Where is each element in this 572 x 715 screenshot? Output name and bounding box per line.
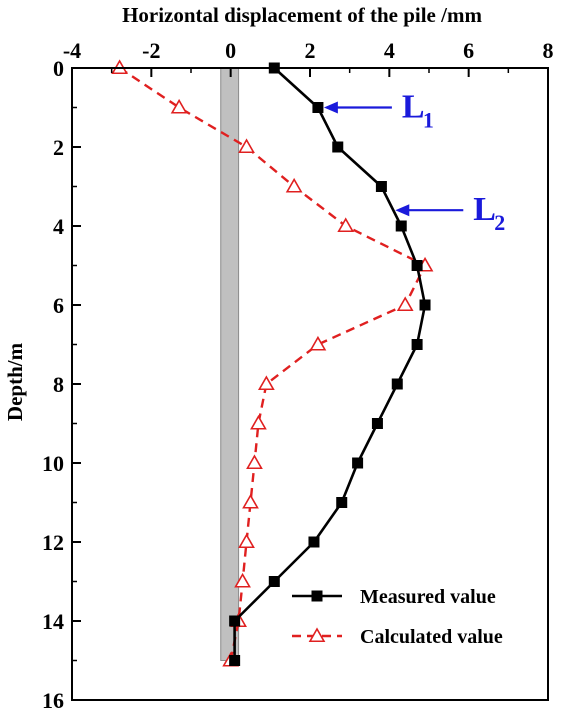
y-tick-label: 8 xyxy=(53,372,64,397)
annotation-subscript: 2 xyxy=(494,210,505,235)
series-line-calculated-value xyxy=(118,67,427,661)
legend: Measured value Calculated value xyxy=(292,586,503,648)
x-tick-label: 4 xyxy=(384,38,395,63)
legend-label-measured-value: Measured value xyxy=(360,586,496,608)
y-tick-label: 12 xyxy=(42,530,64,555)
series-line-measured-value xyxy=(233,67,427,661)
data-point-measured-value xyxy=(268,576,280,587)
data-point-measured-value xyxy=(411,260,423,271)
data-point-calculated-value xyxy=(238,533,255,549)
data-point-measured-value xyxy=(229,655,241,666)
data-point-measured-value xyxy=(419,299,431,311)
data-point-calculated-value xyxy=(242,493,259,509)
data-point-measured-value xyxy=(336,497,348,508)
data-point-calculated-value xyxy=(234,572,251,588)
data-point-calculated-value xyxy=(396,296,414,312)
y-tick-label: 14 xyxy=(42,609,64,634)
data-point-measured-value xyxy=(395,220,407,232)
legend-marker-calculated-value xyxy=(308,627,326,643)
data-point-measured-value xyxy=(308,536,320,548)
annotation-l1: L1 xyxy=(323,89,434,133)
data-point-calculated-value xyxy=(246,454,263,470)
data-point-measured-value xyxy=(371,418,383,429)
y-tick-label: 0 xyxy=(53,56,64,81)
data-point-calculated-value xyxy=(257,375,275,391)
series-measured-value xyxy=(229,62,431,666)
y-tick-label: 2 xyxy=(53,135,64,160)
data-point-measured-value xyxy=(375,181,387,192)
annotation-label: L xyxy=(473,191,496,228)
x-tick-label: 2 xyxy=(305,38,316,63)
x-tick-label: -4 xyxy=(63,38,81,63)
legend-item-calculated-value: Calculated value xyxy=(292,626,503,648)
data-point-measured-value xyxy=(411,339,423,350)
data-point-measured-value xyxy=(391,378,403,390)
legend-label-calculated-value: Calculated value xyxy=(360,626,503,648)
data-point-calculated-value xyxy=(170,98,188,114)
legend-item-measured-value: Measured value xyxy=(292,586,496,608)
annotation-subscript: 1 xyxy=(423,108,434,133)
y-tick-label: 4 xyxy=(53,214,64,239)
data-point-calculated-value xyxy=(250,414,267,430)
annotation-l2: L2 xyxy=(395,191,505,235)
x-tick-label: 6 xyxy=(463,38,474,63)
data-point-measured-value xyxy=(332,141,344,153)
data-point-measured-value xyxy=(312,102,324,113)
annotation-label: L xyxy=(402,89,425,126)
data-point-calculated-value xyxy=(285,177,303,193)
y-axis-title: Depth/m xyxy=(3,342,27,421)
x-tick-label: -2 xyxy=(142,38,160,63)
data-point-calculated-value xyxy=(337,217,355,233)
series-calculated-value xyxy=(111,59,434,667)
data-point-measured-value xyxy=(352,457,364,469)
series-layer xyxy=(111,59,434,667)
legend-marker-measured-value xyxy=(311,590,323,602)
x-tick-label: 8 xyxy=(543,38,554,63)
annotation-arrow-head xyxy=(323,101,338,114)
pile-band-layer xyxy=(220,67,240,661)
data-point-calculated-value xyxy=(309,335,327,351)
y-tick-label: 16 xyxy=(42,688,64,713)
x-tick-label: 0 xyxy=(225,38,236,63)
x-axis-title: Horizontal displacement of the pile /mm xyxy=(122,3,482,27)
data-point-measured-value xyxy=(229,615,241,627)
data-point-calculated-value xyxy=(238,138,255,154)
y-tick-label: 6 xyxy=(53,293,64,318)
annotation-arrow-head xyxy=(395,204,410,217)
y-tick-label: 10 xyxy=(42,451,64,476)
pile-band xyxy=(220,67,240,661)
